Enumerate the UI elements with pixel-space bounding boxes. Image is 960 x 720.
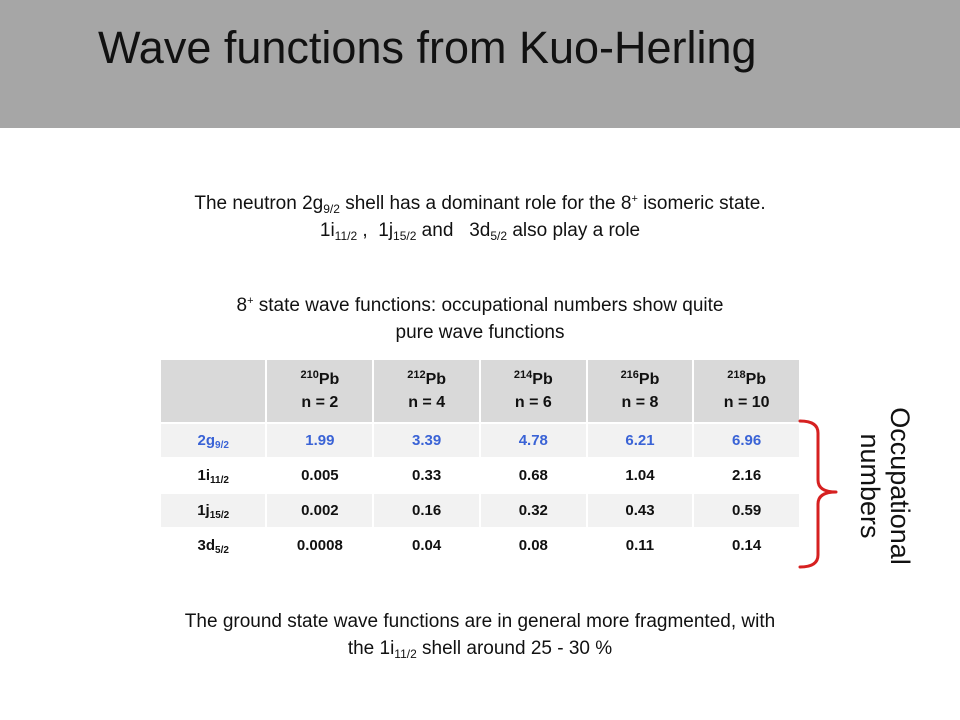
value-cell: 4.78 [478, 422, 588, 459]
value-cell: 0.11 [585, 527, 695, 564]
value-cell: 1.04 [585, 457, 695, 494]
table-row: 3d5/2 0.0008 0.04 0.08 0.11 0.14 [158, 527, 801, 564]
value-cell: 0.002 [265, 492, 375, 529]
state-line-2: pure wave functions [395, 322, 565, 343]
footer-line-2: the 1i11/2 shell around 25 - 30 % [347, 638, 613, 661]
value-cell: 0.04 [372, 527, 481, 564]
state-line-1: 8+ state wave functions: occupational nu… [236, 295, 724, 316]
header-cell-210pb: 210Pb n = 2 [265, 358, 375, 424]
value-cell: 0.32 [478, 492, 588, 529]
value-cell: 0.14 [692, 527, 801, 564]
header-cell-218pb: 218Pb n = 10 [692, 358, 801, 424]
value-cell: 0.59 [692, 492, 801, 529]
orbital-label: 1i11/2 [158, 457, 268, 494]
state-text: 8+ state wave functions: occupational nu… [0, 292, 960, 346]
occupational-numbers-label: Occupational numbers [855, 407, 915, 565]
orbital-label: 1j15/2 [158, 492, 268, 529]
header-cell-216pb: 216Pb n = 8 [585, 358, 695, 424]
intro-line-1: The neutron 2g9/2 shell has a dominant r… [194, 193, 766, 216]
value-cell: 6.21 [585, 422, 695, 459]
table-row: 1j15/2 0.002 0.16 0.32 0.43 0.59 [158, 492, 801, 529]
orbital-label: 2g9/2 [158, 422, 268, 459]
value-cell: 3.39 [372, 422, 481, 459]
intro-line-2: 1i11/2 , 1j15/2 and 3d5/2 also play a ro… [319, 220, 641, 243]
value-cell: 0.08 [478, 527, 588, 564]
value-cell: 0.43 [585, 492, 695, 529]
header-cell-214pb: 214Pb n = 6 [478, 358, 588, 424]
footer-text: The ground state wave functions are in g… [0, 608, 960, 662]
orbital-label: 3d5/2 [158, 527, 268, 564]
title-bar: Wave functions from Kuo-Herling [0, 0, 960, 128]
table-row: 1i11/2 0.005 0.33 0.68 1.04 2.16 [158, 457, 801, 494]
header-cell-212pb: 212Pb n = 4 [372, 358, 481, 424]
value-cell: 2.16 [692, 457, 801, 494]
intro-text: The neutron 2g9/2 shell has a dominant r… [0, 190, 960, 244]
header-corner-cell [158, 358, 268, 424]
occupation-table: 210Pb n = 2 212Pb n = 4 214Pb n = 6 216Pb n … [158, 358, 801, 564]
value-cell: 0.68 [478, 457, 588, 494]
footer-line-1: The ground state wave functions are in g… [184, 611, 776, 632]
curly-brace-icon [798, 419, 838, 569]
value-cell: 0.005 [265, 457, 375, 494]
value-cell: 0.33 [372, 457, 481, 494]
value-cell: 6.96 [692, 422, 801, 459]
table-header-row: 210Pb n = 2 212Pb n = 4 214Pb n = 6 216Pb n … [158, 358, 801, 424]
table-row: 2g9/2 1.99 3.39 4.78 6.21 6.96 [158, 422, 801, 459]
value-cell: 0.16 [372, 492, 481, 529]
page-title: Wave functions from Kuo-Herling [98, 22, 757, 73]
value-cell: 0.0008 [265, 527, 375, 564]
value-cell: 1.99 [265, 422, 375, 459]
